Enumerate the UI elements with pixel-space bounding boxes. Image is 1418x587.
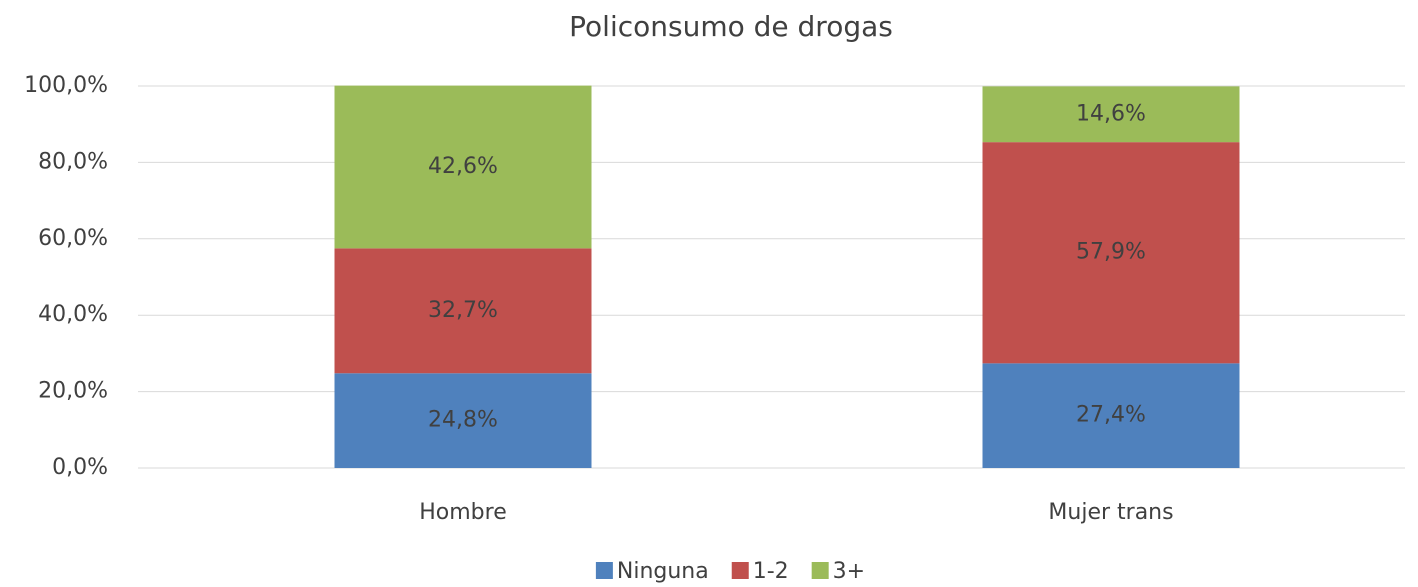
y-tick-label: 40,0%	[38, 302, 108, 327]
data-label: 57,9%	[1076, 240, 1146, 265]
bar-segment	[334, 373, 592, 468]
y-tick-label: 60,0%	[38, 226, 108, 251]
y-tick-label: 80,0%	[38, 149, 108, 174]
bar-segment	[982, 86, 1240, 143]
legend-label: Ninguna	[617, 559, 709, 584]
legend-label: 3+	[833, 559, 865, 584]
data-label: 24,8%	[428, 408, 498, 433]
bar-segment	[334, 248, 592, 374]
y-tick-label: 20,0%	[38, 379, 108, 404]
bar-segment	[982, 363, 1240, 468]
legend-swatch	[595, 562, 613, 579]
data-label: 27,4%	[1076, 403, 1146, 428]
y-tick-label: 100,0%	[24, 73, 108, 98]
x-tick-label: Mujer trans	[1048, 500, 1173, 525]
y-tick-label: 0,0%	[52, 455, 108, 480]
legend-swatch	[811, 562, 829, 579]
data-label: 14,6%	[1076, 101, 1146, 126]
data-label: 32,7%	[428, 298, 498, 323]
legend-swatch	[731, 562, 749, 579]
legend-label: 1-2	[753, 559, 789, 584]
bar-segment	[982, 142, 1240, 364]
data-label: 42,6%	[428, 154, 498, 179]
chart-title: Policonsumo de drogas	[569, 10, 893, 43]
bar-segment	[334, 85, 592, 249]
x-tick-label: Hombre	[419, 500, 507, 525]
